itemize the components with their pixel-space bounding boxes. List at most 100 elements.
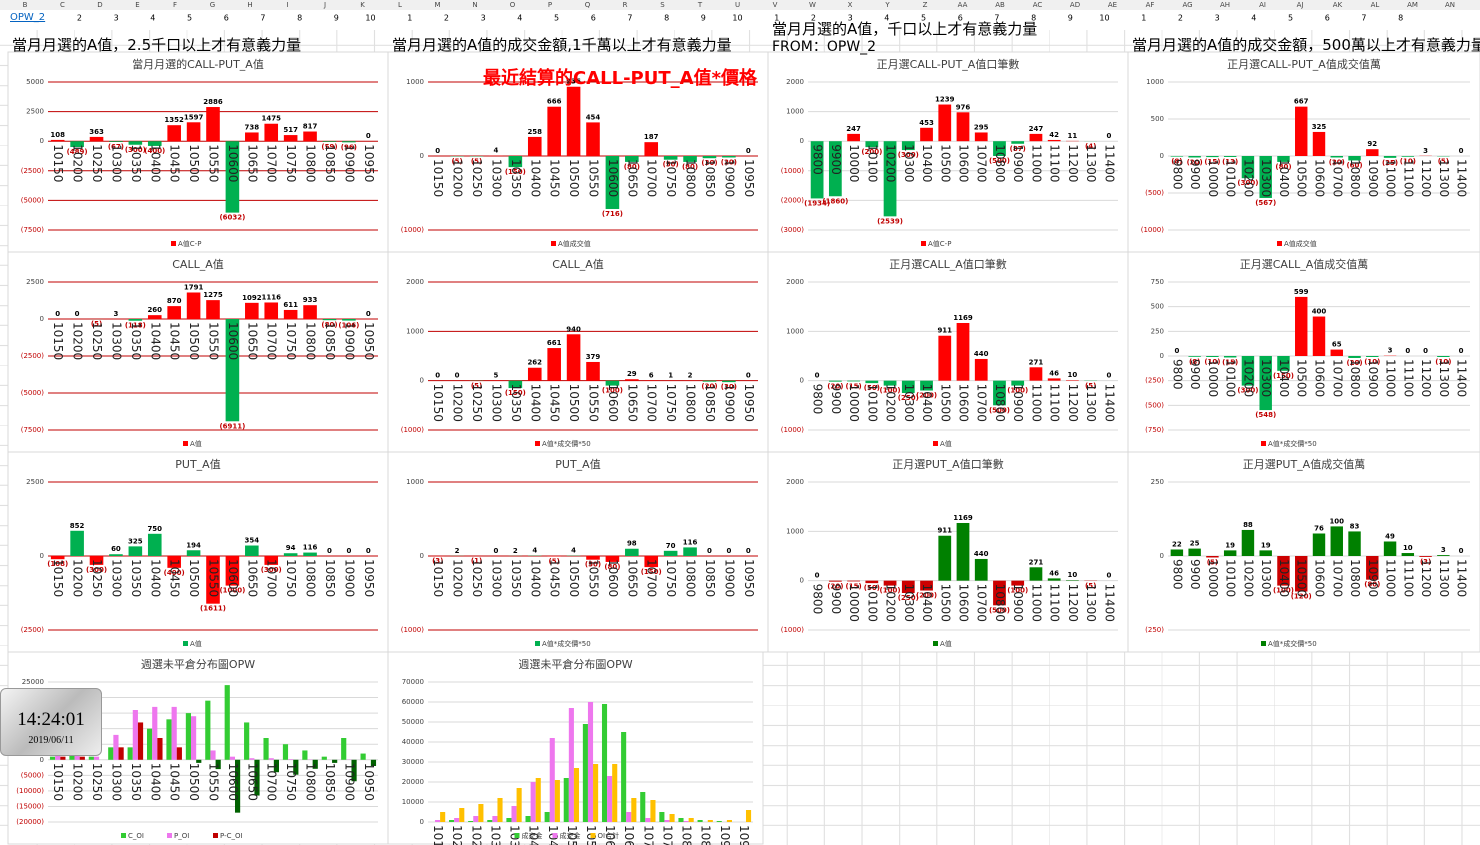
y-tick-label: (2500) bbox=[21, 352, 45, 360]
data-label: (150) bbox=[505, 389, 526, 397]
legend-swatch bbox=[213, 833, 218, 838]
x-tick-label: 10600 bbox=[606, 559, 620, 597]
column-letter: AC bbox=[1033, 1, 1043, 9]
x-tick-label: 10000 bbox=[847, 384, 861, 422]
column-letter: U bbox=[735, 1, 740, 9]
column-header-bar bbox=[0, 0, 1480, 10]
bar bbox=[351, 759, 357, 782]
cell-number: 8 bbox=[1031, 14, 1036, 23]
bar bbox=[1188, 156, 1201, 158]
bar bbox=[625, 548, 639, 556]
bar bbox=[607, 776, 613, 822]
data-label: (50) bbox=[663, 161, 679, 169]
x-tick-label: 10850 bbox=[323, 559, 337, 597]
data-label: (300) bbox=[261, 566, 282, 574]
data-label: 936 bbox=[566, 78, 581, 86]
bar bbox=[205, 700, 211, 760]
data-label: 65 bbox=[1332, 341, 1342, 349]
bar bbox=[55, 753, 61, 760]
data-label: (106) bbox=[338, 322, 359, 330]
bar bbox=[1401, 553, 1415, 556]
x-tick-label: 10200 bbox=[71, 559, 85, 597]
x-tick-label: 10900 bbox=[722, 159, 736, 197]
data-label: 325 bbox=[1312, 123, 1327, 131]
bar bbox=[360, 753, 366, 760]
x-tick-label: 10950 bbox=[362, 144, 376, 182]
bar bbox=[229, 756, 235, 760]
bar bbox=[1366, 356, 1379, 357]
bar bbox=[468, 821, 474, 822]
bar bbox=[449, 820, 455, 822]
cell-number: 9 bbox=[334, 14, 339, 23]
column-letter: M bbox=[434, 1, 440, 9]
cell-link[interactable]: OPW_2 bbox=[10, 12, 46, 23]
bar bbox=[118, 747, 124, 760]
y-tick-label: (2500) bbox=[21, 167, 45, 175]
x-tick-label: 10900 bbox=[342, 144, 356, 182]
bar bbox=[1312, 131, 1326, 156]
heading: 當月月選的A值，千口以上才有意義力量 bbox=[772, 20, 1038, 38]
data-label: 1791 bbox=[184, 283, 204, 291]
data-label: (13) bbox=[1222, 158, 1238, 166]
data-label: (2539) bbox=[877, 217, 903, 225]
bar bbox=[157, 738, 163, 760]
bar bbox=[341, 738, 347, 760]
data-label: 0 bbox=[1405, 347, 1410, 355]
legend-label: A值 bbox=[190, 439, 202, 448]
bar bbox=[137, 722, 144, 760]
data-label: 0 bbox=[366, 132, 371, 140]
x-tick-label: 10350 bbox=[129, 144, 143, 182]
data-label: (1934) bbox=[804, 199, 830, 207]
data-label: (200) bbox=[861, 148, 882, 156]
column-letter: R bbox=[623, 1, 628, 9]
data-label: 4 bbox=[532, 547, 537, 555]
bar bbox=[273, 759, 279, 773]
bar bbox=[459, 808, 465, 822]
bar bbox=[245, 545, 259, 556]
x-tick-label: 10550 bbox=[207, 559, 221, 597]
data-label: (300) bbox=[1237, 387, 1258, 395]
cell-number: 8 bbox=[297, 14, 302, 23]
x-tick-label: 10900 bbox=[342, 322, 356, 360]
data-label: (20) bbox=[827, 583, 843, 591]
data-label: 599 bbox=[1294, 288, 1309, 296]
x-tick-label: 10800 bbox=[1348, 159, 1362, 197]
chart-title: PUT_A值 bbox=[175, 458, 220, 471]
x-tick-label: 10100 bbox=[1224, 359, 1238, 397]
data-label: (250) bbox=[898, 594, 919, 602]
data-label: (300) bbox=[125, 146, 146, 154]
data-label: (10) bbox=[1364, 358, 1380, 366]
bar bbox=[1047, 139, 1061, 142]
bar bbox=[89, 136, 104, 142]
data-label: 10 bbox=[1068, 371, 1078, 379]
bar bbox=[722, 380, 736, 383]
data-label: (150) bbox=[1273, 372, 1294, 380]
bar bbox=[1295, 106, 1308, 156]
x-tick-label: 10350 bbox=[129, 559, 143, 597]
data-label: 1116 bbox=[261, 293, 281, 301]
data-label: 98 bbox=[627, 540, 637, 548]
bar bbox=[1206, 556, 1219, 558]
data-label: 940 bbox=[566, 325, 581, 333]
bar bbox=[901, 141, 915, 151]
bar bbox=[956, 112, 970, 142]
bar bbox=[707, 820, 713, 822]
cell-number: 2 bbox=[444, 14, 449, 23]
bar bbox=[956, 522, 970, 581]
x-tick-label: 10600 bbox=[957, 384, 971, 422]
bar bbox=[547, 106, 561, 156]
x-tick-label: 11400 bbox=[1455, 159, 1469, 197]
x-tick-label: 10250 bbox=[470, 384, 484, 422]
data-label: 0 bbox=[435, 147, 440, 155]
bar bbox=[511, 806, 517, 822]
bar bbox=[883, 580, 897, 586]
x-tick-label: 10700 bbox=[975, 144, 989, 182]
y-tick-label: (5000) bbox=[21, 771, 45, 779]
bar bbox=[109, 554, 123, 556]
chart-panel bbox=[387, 651, 764, 845]
x-tick-label: 9800 bbox=[1170, 359, 1184, 390]
bar bbox=[626, 812, 632, 822]
legend-label: P-C_OI bbox=[220, 832, 243, 840]
bar bbox=[1011, 580, 1025, 586]
x-tick-label: 10450 bbox=[168, 763, 182, 801]
